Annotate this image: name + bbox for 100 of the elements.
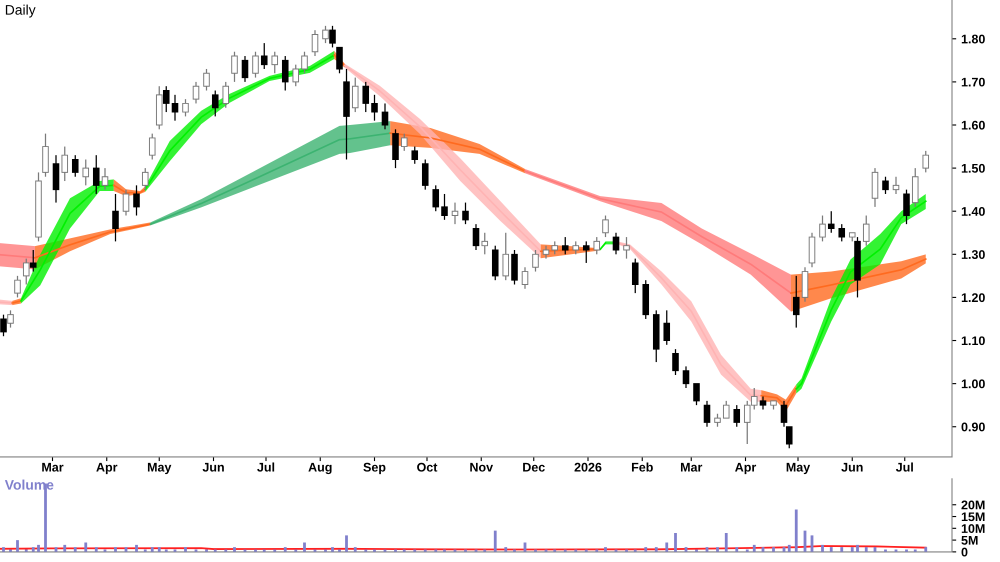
candlestick xyxy=(623,236,630,260)
x-tick-label: Oct xyxy=(417,462,438,472)
bar xyxy=(124,547,128,552)
candlestick xyxy=(714,413,721,428)
bar xyxy=(331,547,334,552)
candlestick xyxy=(551,240,558,255)
candlestick xyxy=(733,404,740,428)
candlestick xyxy=(112,193,119,242)
candlestick xyxy=(231,51,238,83)
x-tick-label: Jul xyxy=(896,462,913,472)
y-tick-label: 0.90 xyxy=(962,422,985,432)
bar xyxy=(54,547,58,552)
candlestick xyxy=(892,176,900,195)
y-tick-label: 15M xyxy=(962,512,985,522)
candlestick xyxy=(922,150,930,174)
bar xyxy=(524,542,526,552)
candlestick xyxy=(148,133,156,160)
y-tick-label: 1.70 xyxy=(962,78,985,87)
candlestick xyxy=(882,176,889,195)
candlestick xyxy=(481,232,488,255)
candlestick xyxy=(903,189,910,225)
candlestick xyxy=(329,25,336,48)
candlestick xyxy=(162,86,170,113)
x-tick-label: Jun xyxy=(202,462,224,472)
candlestick xyxy=(312,30,318,57)
x-tick-label: Apr xyxy=(96,462,118,474)
x-tick-label: Aug xyxy=(308,462,332,474)
candlestick xyxy=(704,400,710,428)
candlestick xyxy=(30,249,37,272)
candlestick xyxy=(382,102,388,130)
bar xyxy=(674,533,677,552)
candlestick xyxy=(222,81,230,108)
candlestick xyxy=(82,158,90,186)
candlestick xyxy=(562,236,569,255)
candlestick xyxy=(462,202,469,225)
x-tick-label: Sep xyxy=(363,462,386,474)
candlestick xyxy=(862,214,870,246)
candlestick xyxy=(212,90,219,118)
bar xyxy=(856,544,859,552)
x-tick-label: Mar xyxy=(42,462,64,472)
candlestick xyxy=(122,189,130,216)
y-tick-label: 1.00 xyxy=(962,379,985,388)
x-tick-label: Jul xyxy=(257,462,274,472)
candlestick xyxy=(760,396,766,410)
candlestick xyxy=(502,232,510,281)
y-tick-label: 1.10 xyxy=(962,336,985,346)
bar xyxy=(716,547,719,552)
bar xyxy=(772,547,775,552)
x-tick-label: Jun xyxy=(841,462,863,472)
candlestick xyxy=(172,94,178,122)
candlestick xyxy=(672,348,679,376)
y-tick-label: 20M xyxy=(961,500,985,510)
candlestick xyxy=(142,167,149,190)
candlestick xyxy=(532,249,539,272)
candlestick xyxy=(722,400,730,419)
candlestick xyxy=(452,202,458,225)
bar xyxy=(345,535,348,552)
candlestick xyxy=(612,232,620,255)
x-tick-label: May xyxy=(148,462,172,474)
bar xyxy=(821,544,824,552)
bar xyxy=(762,547,764,552)
y-tick-label: 1.40 xyxy=(962,207,985,216)
candlestick xyxy=(102,167,108,190)
y-tick-label: 0 xyxy=(962,548,968,557)
candlestick xyxy=(336,46,343,74)
x-tick-label: May xyxy=(786,462,810,474)
candlestick xyxy=(203,68,210,92)
candlestick xyxy=(352,76,359,113)
candlestick xyxy=(400,133,408,152)
x-tick-label: Mar xyxy=(680,462,702,472)
candlestick xyxy=(838,224,846,242)
bar xyxy=(303,542,306,552)
y-tick-label: 1.60 xyxy=(962,120,985,130)
candlestick xyxy=(182,98,189,118)
bar xyxy=(184,547,187,552)
candlestick xyxy=(411,146,418,164)
x-tick-label: Feb xyxy=(632,462,653,472)
candlestick xyxy=(92,154,100,195)
chart-title: Daily xyxy=(6,4,36,18)
candlestick xyxy=(133,184,140,216)
y-tick-label: 1.80 xyxy=(962,34,985,44)
bar xyxy=(114,547,117,552)
candlestick xyxy=(14,275,21,298)
candlestick xyxy=(72,154,79,178)
x-tick-label: Dec xyxy=(523,462,545,472)
candlestick xyxy=(663,310,670,346)
candlestick xyxy=(260,42,268,70)
candlestick xyxy=(371,94,378,122)
candlestick xyxy=(61,146,68,182)
candlestick xyxy=(192,81,200,104)
bar xyxy=(684,547,688,552)
candlestick xyxy=(602,214,609,238)
candlestick xyxy=(593,236,600,255)
y-tick-label: 1.50 xyxy=(962,164,985,173)
candlestick xyxy=(522,266,528,290)
y-tick-label: 10M xyxy=(962,524,985,533)
candlestick xyxy=(792,275,800,328)
candlestick xyxy=(582,240,590,264)
candlestick xyxy=(322,25,329,44)
bar xyxy=(16,540,19,552)
